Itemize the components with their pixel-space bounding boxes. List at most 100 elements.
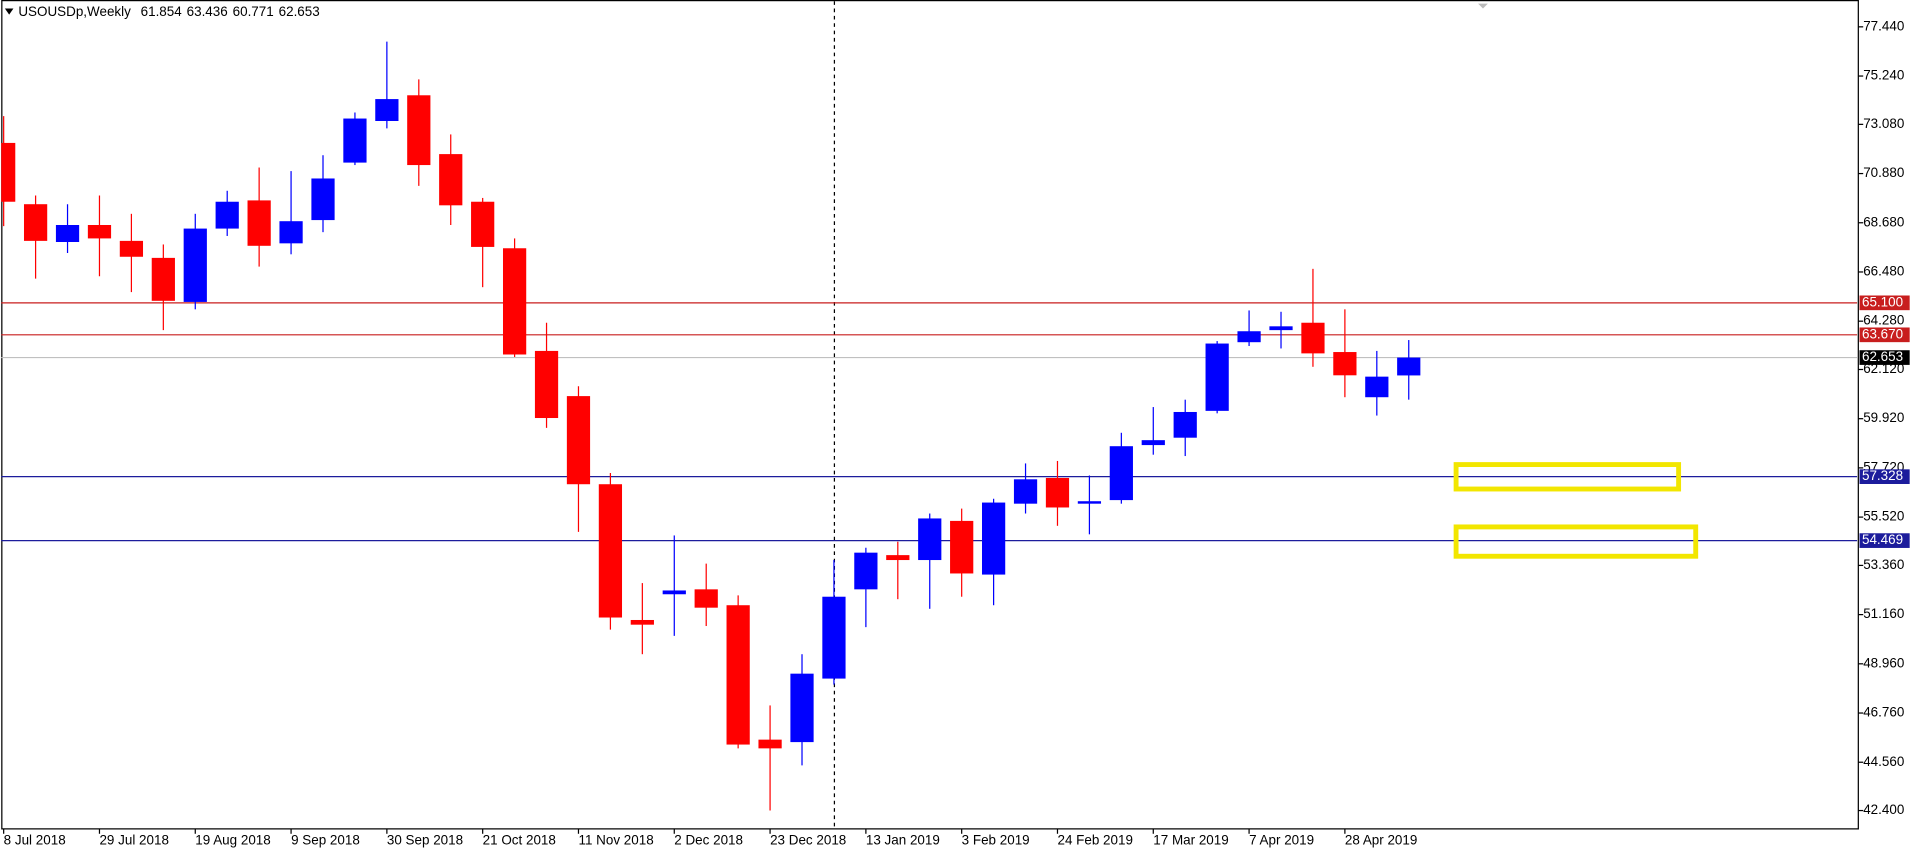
x-tick-label: 2 Dec 2018 <box>674 833 743 848</box>
x-tick-label: 24 Feb 2019 <box>1057 833 1132 848</box>
x-tick-label: 11 Nov 2018 <box>578 833 653 848</box>
level-label: 57.328 <box>1862 468 1903 483</box>
candle-body <box>854 552 878 590</box>
y-tick-label: 59.920 <box>1863 410 1904 425</box>
candle-body <box>758 739 782 749</box>
level-label: 65.100 <box>1862 294 1903 309</box>
x-tick-label: 28 Apr 2019 <box>1345 833 1417 848</box>
highlight-box <box>1453 462 1682 492</box>
candle-body <box>1141 440 1165 446</box>
x-tick-label: 30 Sep 2018 <box>387 833 463 848</box>
level-label: 54.469 <box>1862 532 1903 547</box>
candle-body <box>1045 477 1070 508</box>
shift-marker <box>1478 3 1488 9</box>
y-tick-label: 73.080 <box>1863 116 1904 131</box>
candle-body <box>439 154 463 206</box>
candle-body <box>1397 357 1421 376</box>
x-tick-label: 8 Jul 2018 <box>4 833 66 848</box>
header-low: 60.771 <box>233 4 274 19</box>
candle-body <box>534 350 559 419</box>
y-tick-label: 53.360 <box>1863 557 1904 572</box>
level-label-bg <box>1859 469 1910 484</box>
candle-body <box>630 619 654 625</box>
candle-body <box>1365 376 1389 398</box>
candle-body <box>1301 322 1325 354</box>
candle-body <box>566 396 591 485</box>
candle-body <box>1013 479 1038 504</box>
candle-body <box>790 673 814 743</box>
candle-body <box>119 240 144 257</box>
x-tick-label: 19 Aug 2018 <box>195 833 270 848</box>
y-tick-label: 48.960 <box>1863 655 1904 670</box>
y-tick-label: 51.160 <box>1863 606 1904 621</box>
header-high: 63.436 <box>187 4 228 19</box>
y-tick-label: 70.880 <box>1863 165 1904 180</box>
candle-body <box>502 248 527 355</box>
candle-body <box>87 225 112 239</box>
candle-body <box>407 95 431 166</box>
level-label-bg <box>1859 295 1910 311</box>
candle-body <box>343 118 367 163</box>
x-tick-label: 9 Sep 2018 <box>291 833 360 848</box>
chart-title: USOUSDp,Weekly <box>18 4 131 19</box>
candle-body <box>1333 352 1357 376</box>
x-tick-label: 13 Jan 2019 <box>866 833 940 848</box>
candle-body <box>694 589 718 608</box>
plot-frame <box>1 0 1859 830</box>
y-tick-label: 42.400 <box>1863 802 1904 817</box>
candle-body <box>55 225 80 242</box>
header-open: 61.854 <box>141 4 183 19</box>
x-tick-label: 21 Oct 2018 <box>483 833 556 848</box>
candle-body <box>950 520 974 574</box>
candle-body <box>1269 326 1293 331</box>
candle-body <box>247 200 271 246</box>
header-triangle <box>4 8 14 15</box>
candle-body <box>279 221 303 244</box>
candle-body <box>311 178 335 221</box>
y-tick-label: 64.280 <box>1863 313 1904 328</box>
candle-body <box>1173 411 1197 438</box>
candle-body <box>1 142 16 202</box>
level-label: 62.653 <box>1862 349 1903 364</box>
candle-body <box>1077 501 1102 504</box>
level-label: 63.670 <box>1862 326 1903 341</box>
y-tick-label: 68.680 <box>1863 214 1904 229</box>
candle-body <box>886 555 910 561</box>
candle-body <box>1109 446 1133 501</box>
candle-body <box>981 502 1006 575</box>
level-label-bg <box>1859 350 1910 365</box>
header-close: 62.653 <box>279 4 320 19</box>
candle-body <box>471 201 495 247</box>
y-tick-label: 55.520 <box>1863 509 1904 524</box>
x-tick-label: 17 Mar 2019 <box>1153 833 1228 848</box>
y-tick-label: 77.440 <box>1863 18 1904 33</box>
level-label-bg <box>1859 533 1910 548</box>
candle-body <box>822 596 846 679</box>
level-label-bg <box>1859 327 1910 343</box>
x-tick-label: 23 Dec 2018 <box>770 833 846 848</box>
candle-body <box>183 228 207 302</box>
candle-body <box>918 518 942 561</box>
candle-body <box>215 201 239 229</box>
y-tick-label: 44.560 <box>1863 754 1904 769</box>
candle-body <box>726 605 750 745</box>
candle-body <box>1205 343 1229 411</box>
chart-header: USOUSDp,Weekly 61.854 63.436 60.771 62.653 <box>18 4 319 19</box>
candle-body <box>1237 331 1261 343</box>
y-tick-label: 66.480 <box>1863 264 1904 279</box>
y-tick-label: 75.240 <box>1863 68 1904 83</box>
axes: 77.440 75.240 73.080 70.880 68.680 66.480 64.2… <box>3 18 1910 848</box>
y-tick-label: 46.760 <box>1863 705 1904 720</box>
candles <box>1 41 1421 811</box>
x-tick-label: 7 Apr 2019 <box>1249 833 1314 848</box>
candle-body <box>598 484 623 618</box>
candle-body <box>23 204 48 241</box>
candle-body <box>375 99 399 121</box>
x-tick-label: 3 Feb 2019 <box>962 833 1030 848</box>
highlight-box <box>1453 524 1699 559</box>
candle-body <box>662 590 686 595</box>
candle-body <box>151 257 175 301</box>
